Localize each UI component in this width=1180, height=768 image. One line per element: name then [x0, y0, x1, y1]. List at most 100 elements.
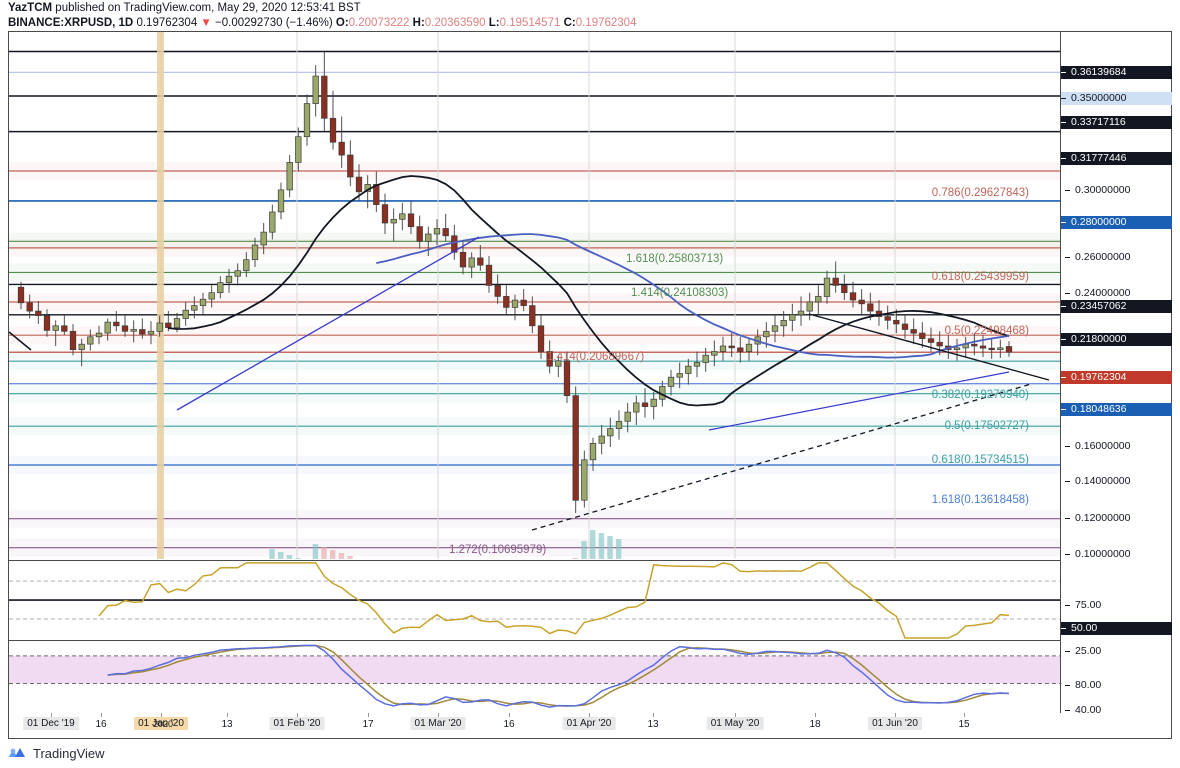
volume-bar — [590, 530, 596, 559]
chart-header: YazTCM published on TradingView.com, May… — [0, 0, 1180, 30]
candle-body — [43, 315, 51, 331]
candle-body — [494, 285, 501, 297]
fib-band — [9, 263, 1061, 282]
candle-body — [667, 376, 675, 387]
fib-band — [9, 352, 1061, 371]
candle-body — [217, 282, 224, 294]
fib-level-label: 1.618(0.13618458) — [932, 494, 1029, 506]
candle-body — [936, 341, 943, 347]
candle-body — [503, 296, 510, 308]
price-chart-svg[interactable]: 0.786(0.29627843) 0.618(0.25439959) 0.5(0.… — [9, 32, 1061, 559]
trendline-short-left — [9, 331, 32, 351]
candle-body — [988, 347, 995, 351]
fib-band — [9, 293, 1061, 311]
fib-level-label: 0.5(0.17502727) — [945, 420, 1030, 432]
candle-body — [87, 336, 94, 345]
time-axis-label: 16 — [503, 719, 515, 730]
price-axis-label: 0.18048636 — [1061, 403, 1172, 416]
time-axis-label: 01 Mar '20 — [410, 717, 466, 730]
candle-body — [156, 322, 163, 332]
time-axis-tick — [297, 713, 298, 717]
change-percent: (−1.46%) — [285, 17, 333, 29]
candle-body — [26, 302, 33, 312]
trendline-ascending-blue-right — [708, 371, 1010, 431]
candle-body — [745, 343, 753, 352]
fib-band — [9, 238, 1061, 257]
price-axis[interactable]: 0.36139684 0.35000000 0.33717116 0.31777446… — [1060, 32, 1172, 741]
candle-body — [789, 314, 796, 321]
candle-body — [598, 435, 605, 444]
candle-body — [277, 189, 285, 213]
candle-body — [719, 345, 727, 352]
last-price: 0.19762304 — [136, 17, 198, 29]
fib-band — [9, 456, 1061, 474]
candle-body — [269, 211, 276, 233]
time-axis-tick — [815, 713, 816, 717]
candle-body — [451, 235, 458, 253]
price-axis-label: 0.19762304 — [1061, 371, 1172, 384]
price-axis-label: 0.26000000 — [1065, 251, 1130, 264]
time-axis-label: 01 Dec '19 — [23, 717, 79, 730]
candle-body — [459, 251, 467, 268]
stochastic-chart-svg[interactable] — [9, 641, 1061, 714]
candle-body — [104, 321, 111, 334]
price-axis-label: 0.12000000 — [1065, 512, 1130, 525]
time-axis[interactable]: 01 Dec '19 16 01 Jan '20 2020 13 01 Feb '20 17… — [8, 713, 1172, 739]
price-axis-label: 0.23457062 — [1061, 300, 1172, 313]
fib-level-label: 0.786(0.29627843) — [932, 187, 1029, 199]
volume-bar — [321, 547, 327, 559]
price-axis-label: 0.36139684 — [1061, 66, 1172, 79]
rsi-pane[interactable] — [9, 560, 1061, 639]
candle-body — [997, 347, 1004, 350]
time-axis-tick — [101, 713, 102, 717]
candle-body — [633, 402, 640, 413]
price-axis-label: 0.28000000 — [1061, 216, 1172, 229]
candle-body — [17, 286, 25, 304]
candle-body — [121, 325, 129, 332]
candle-body — [520, 299, 527, 306]
publisher-line: YazTCM published on TradingView.com, May… — [8, 2, 361, 14]
candle-body — [815, 296, 822, 303]
open-value: 0.20073222 — [348, 17, 410, 29]
candle-body — [901, 323, 909, 330]
low-label: L: — [488, 17, 500, 29]
volume-bar — [607, 536, 613, 559]
candle-body — [641, 402, 649, 407]
rsi-chart-svg[interactable] — [9, 561, 1061, 639]
candle-body — [529, 305, 536, 327]
candle-body — [477, 257, 484, 266]
fib-band — [9, 384, 1061, 403]
time-axis-tick — [227, 713, 228, 717]
candle-body — [407, 213, 415, 228]
candle-body — [165, 322, 172, 328]
time-axis-label: 16 — [95, 719, 107, 730]
candle-body — [737, 347, 744, 352]
trendline-descending-black — [808, 313, 1050, 381]
candle-body — [381, 204, 389, 224]
stochastic-pane[interactable] — [9, 640, 1061, 714]
time-axis-year-overlay: 2020 — [152, 719, 174, 729]
close-value: 0.19762304 — [575, 17, 637, 29]
price-axis-label: 0.30000000 — [1065, 184, 1130, 197]
candle-body — [208, 292, 215, 300]
volume-bar — [330, 550, 336, 559]
price-pane[interactable]: 0.786(0.29627843) 0.618(0.25439959) 0.5(0.… — [9, 32, 1061, 559]
high-label: H: — [412, 17, 425, 29]
time-axis-tick — [589, 713, 590, 717]
candle-body — [979, 345, 987, 349]
candle-body — [841, 285, 848, 294]
candle-body — [321, 75, 328, 119]
candle-body — [442, 228, 449, 237]
fib-level-label: 0.618(0.15734515) — [932, 454, 1029, 466]
candle-body — [771, 325, 779, 332]
candle-body — [893, 319, 900, 325]
symbol-label[interactable]: BINANCE:XRPUSD, 1D — [8, 17, 134, 29]
price-axis-label: 50.00 — [1061, 622, 1172, 635]
candle-body — [832, 277, 839, 286]
candle-body — [927, 338, 935, 343]
candle-body — [61, 325, 68, 332]
time-axis-tick — [161, 713, 162, 717]
candle-body — [399, 213, 406, 220]
chart-frame[interactable]: 0.786(0.29627843) 0.618(0.25439959) 0.5(0.… — [8, 31, 1172, 741]
volume-bar — [286, 555, 293, 559]
